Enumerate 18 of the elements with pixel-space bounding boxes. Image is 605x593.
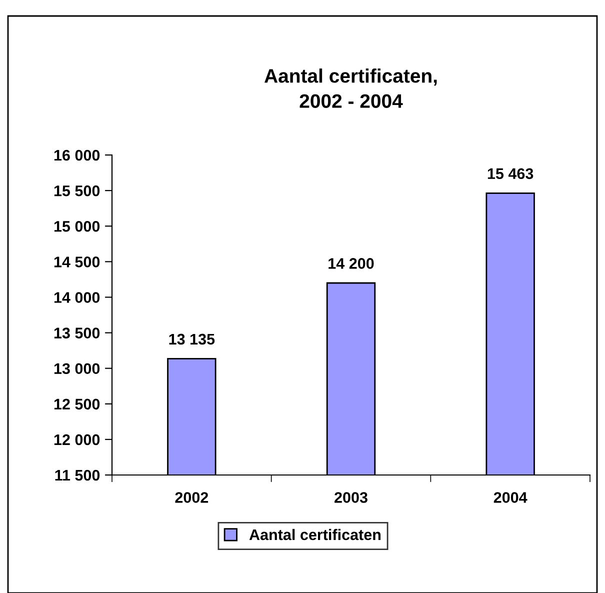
data-label: 14 200 [328, 258, 374, 269]
data-label: 13 135 [169, 334, 215, 345]
y-tick-label: 12 000 [54, 434, 100, 446]
y-tick-label: 12 500 [54, 398, 100, 410]
y-tick-label: 13 000 [54, 363, 100, 374]
y-tick-label: 11 500 [55, 470, 100, 481]
x-tick-label: 2002 [175, 492, 208, 503]
y-tick-label: 14 500 [54, 256, 100, 268]
legend-label: Aantal certificaten [249, 528, 381, 540]
y-tick-label: 13 500 [54, 328, 100, 338]
y-tick-label: 16 000 [54, 150, 100, 161]
y-tick-label: 14 000 [54, 292, 100, 303]
x-tick-label: 2004 [494, 492, 528, 503]
x-tick-label: 2003 [334, 492, 368, 503]
y-tick-label: 15 500 [54, 185, 100, 196]
chart-title: Aantal certificaten, 2002 - 2004 [264, 68, 437, 108]
y-tick-label: 15 000 [54, 220, 100, 232]
data-label: 15 463 [488, 168, 534, 180]
